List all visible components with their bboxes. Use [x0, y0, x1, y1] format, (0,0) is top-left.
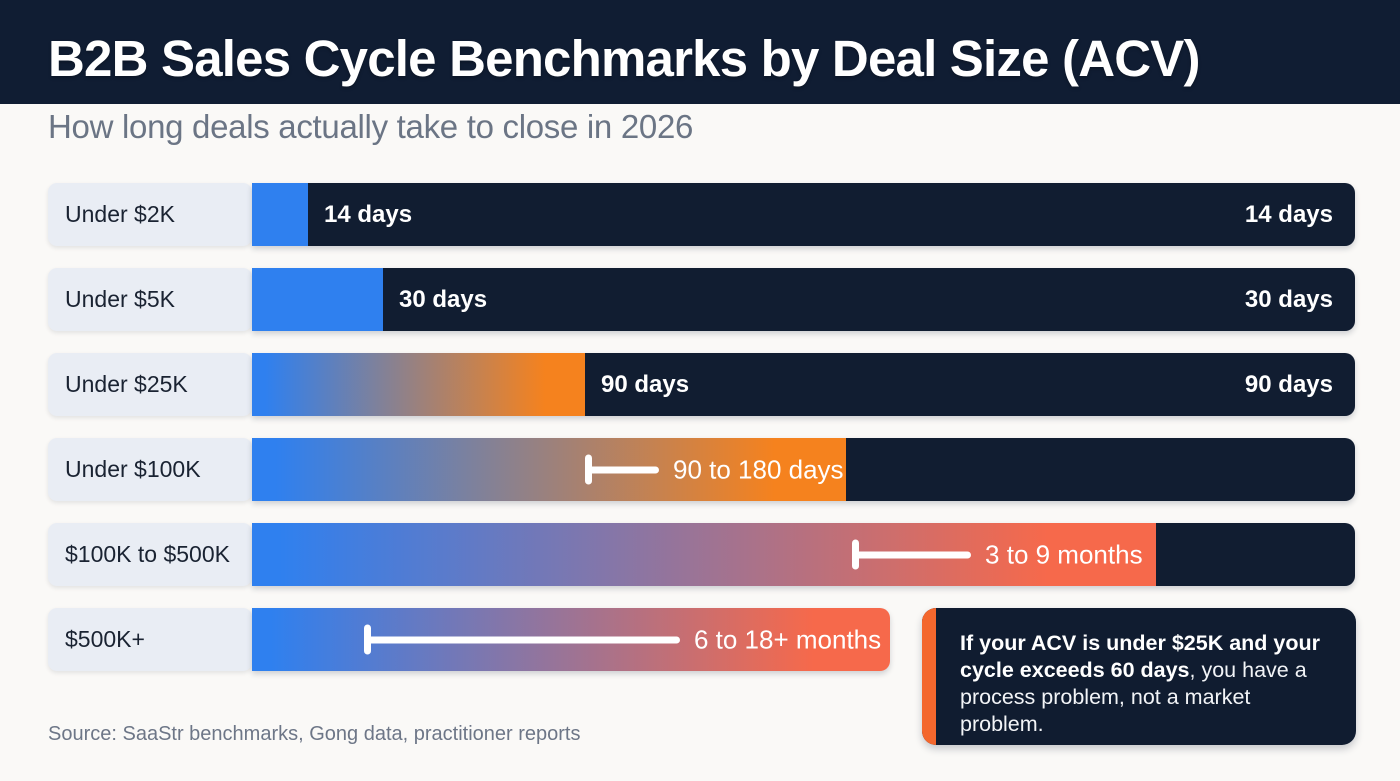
- callout-text: If your ACV is under $25K and your cycle…: [936, 608, 1356, 745]
- insight-callout: If your ACV is under $25K and your cycle…: [922, 608, 1356, 745]
- row-category-label: Under $5K: [48, 268, 252, 331]
- bar-chart: Under $2K 14 days 14 days Under $5K 30 days 3…: [48, 183, 1355, 693]
- range-arm-icon: [858, 551, 972, 558]
- callout-accent-stripe: [922, 608, 936, 745]
- bar-row: $100K to $500K 3 to 9 months: [48, 523, 1355, 586]
- range-tick-icon: [363, 624, 371, 655]
- bar-area: 14 days 14 days: [252, 183, 1355, 246]
- range-arm-icon: [590, 466, 659, 473]
- bar-fill: [252, 353, 585, 416]
- bar-row: Under $5K 30 days 30 days: [48, 268, 1355, 331]
- row-category-label: $100K to $500K: [48, 523, 252, 586]
- bar-track: [252, 183, 1355, 246]
- callout-text-regular: , you have a process problem, not a mark…: [960, 658, 1307, 736]
- bar-area: 30 days 30 days: [252, 268, 1355, 331]
- range-label: 3 to 9 months: [985, 539, 1143, 569]
- bar-area: 6 to 18+ months: [252, 608, 1355, 671]
- bar-fill: [252, 183, 309, 246]
- row-category-label: $500K+: [48, 608, 252, 671]
- bar-row: Under $25K 90 days 90 days: [48, 353, 1355, 416]
- bar-row: $500K+ 6 to 18+ months: [48, 608, 1355, 671]
- header-bar: B2B Sales Cycle Benchmarks by Deal Size …: [0, 0, 1400, 104]
- page-title: B2B Sales Cycle Benchmarks by Deal Size …: [48, 29, 1200, 87]
- bar-track: [252, 268, 1355, 331]
- duration-label-right: 14 days: [1244, 200, 1333, 228]
- duration-label-right: 90 days: [1244, 370, 1333, 398]
- range-tick-icon: [852, 539, 860, 570]
- range-arm-icon: [369, 636, 680, 643]
- range-label: 90 to 180 days: [672, 454, 844, 484]
- bar-row: Under $100K 90 to 180 days: [48, 438, 1355, 501]
- bar-area: 3 to 9 months: [252, 523, 1355, 586]
- row-category-label: Under $100K: [48, 438, 252, 501]
- row-category-label: Under $25K: [48, 353, 252, 416]
- bar-fill: [252, 438, 846, 501]
- row-category-label: Under $2K: [48, 183, 252, 246]
- range-indicator: 6 to 18+ months: [363, 624, 882, 655]
- callout-text-bold: If your ACV is under $25K and your cycle…: [960, 631, 1320, 682]
- duration-label-right: 30 days: [1244, 285, 1333, 313]
- source-note: Source: SaaStr benchmarks, Gong data, pr…: [48, 723, 581, 745]
- bar-fill: [252, 523, 1157, 586]
- bar-row: Under $2K 14 days 14 days: [48, 183, 1355, 246]
- range-indicator: 3 to 9 months: [852, 539, 1143, 570]
- page-subtitle: How long deals actually take to close in…: [48, 108, 694, 145]
- duration-label: 90 days: [600, 370, 690, 398]
- range-indicator: 90 to 180 days: [584, 454, 844, 485]
- duration-label: 30 days: [399, 285, 488, 313]
- range-label: 6 to 18+ months: [693, 624, 882, 654]
- bar-area: 90 to 180 days: [252, 438, 1355, 501]
- range-tick-icon: [584, 454, 592, 485]
- duration-label: 14 days: [324, 200, 413, 228]
- bar-area: 90 days 90 days: [252, 353, 1355, 416]
- bar-fill: [252, 268, 384, 331]
